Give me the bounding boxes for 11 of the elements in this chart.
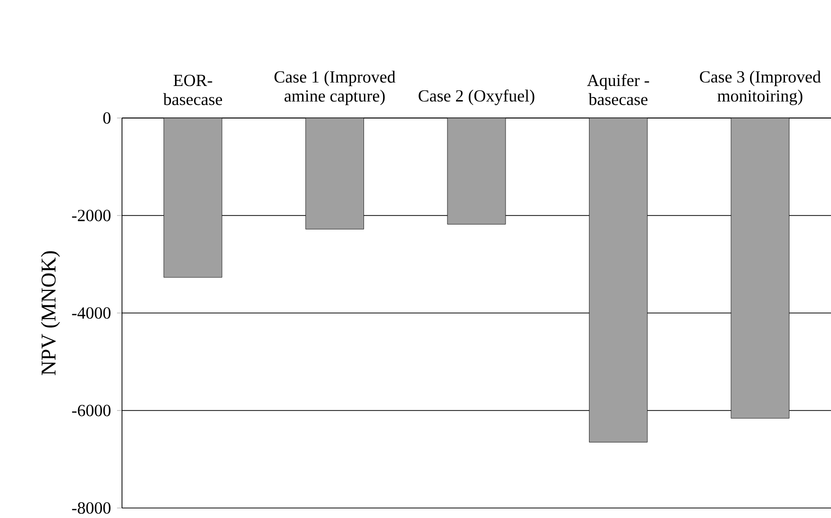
x-tick-label: EOR- basecase	[163, 74, 222, 106]
x-tick-label: Case 2 (Oxyfuel)	[418, 90, 534, 106]
y-tick-label: -2000	[72, 210, 110, 222]
x-tick-label: Aquifer - basecase	[587, 74, 650, 106]
y-tick-label: -8000	[72, 502, 110, 514]
x-tick-label: Case 1 (Improved amine capture)	[274, 70, 396, 106]
y-axis-title: NPV (MNOK)	[40, 251, 60, 376]
y-tick-label: -4000	[72, 307, 110, 319]
y-tick-label: -6000	[72, 404, 110, 416]
x-tick-label: Case 3 (Improved monitoiring)	[700, 70, 821, 106]
y-tick-label: 0	[103, 112, 110, 124]
